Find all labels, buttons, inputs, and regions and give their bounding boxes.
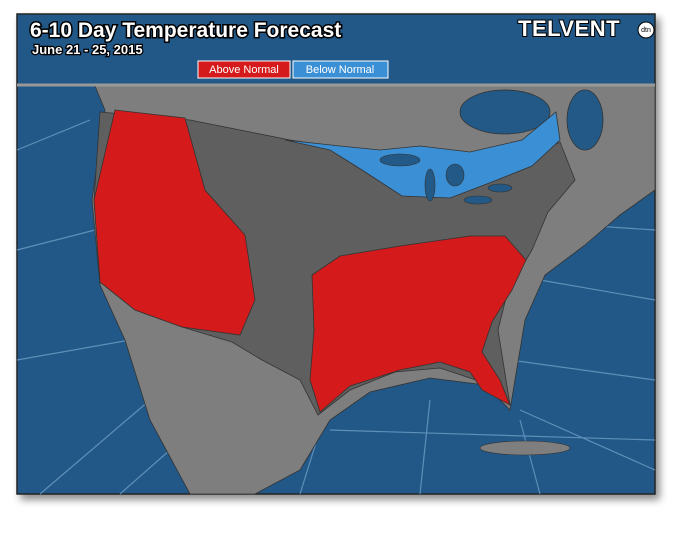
above-normal-west: [93, 109, 256, 336]
logo-badge: [637, 21, 655, 39]
bay-water: [566, 89, 604, 151]
graticule: [16, 119, 656, 495]
below-normal-north: [284, 111, 561, 199]
above-normal-southeast: [309, 235, 527, 413]
cuba: [479, 440, 571, 456]
subtitle: June 21 - 25, 2015: [32, 42, 143, 57]
logo: TELVENT: [518, 16, 620, 41]
legend-swatch: [197, 60, 291, 79]
legend-label: Below Normal: [306, 64, 374, 76]
hudson-bay: [459, 89, 551, 135]
legend-swatch: [292, 60, 389, 79]
great-lakes: [379, 153, 513, 205]
legend-label: Above Normal: [209, 64, 279, 76]
title: 6-10 Day Temperature Forecast: [30, 19, 341, 42]
logo-badge-text: dtn: [641, 27, 651, 34]
